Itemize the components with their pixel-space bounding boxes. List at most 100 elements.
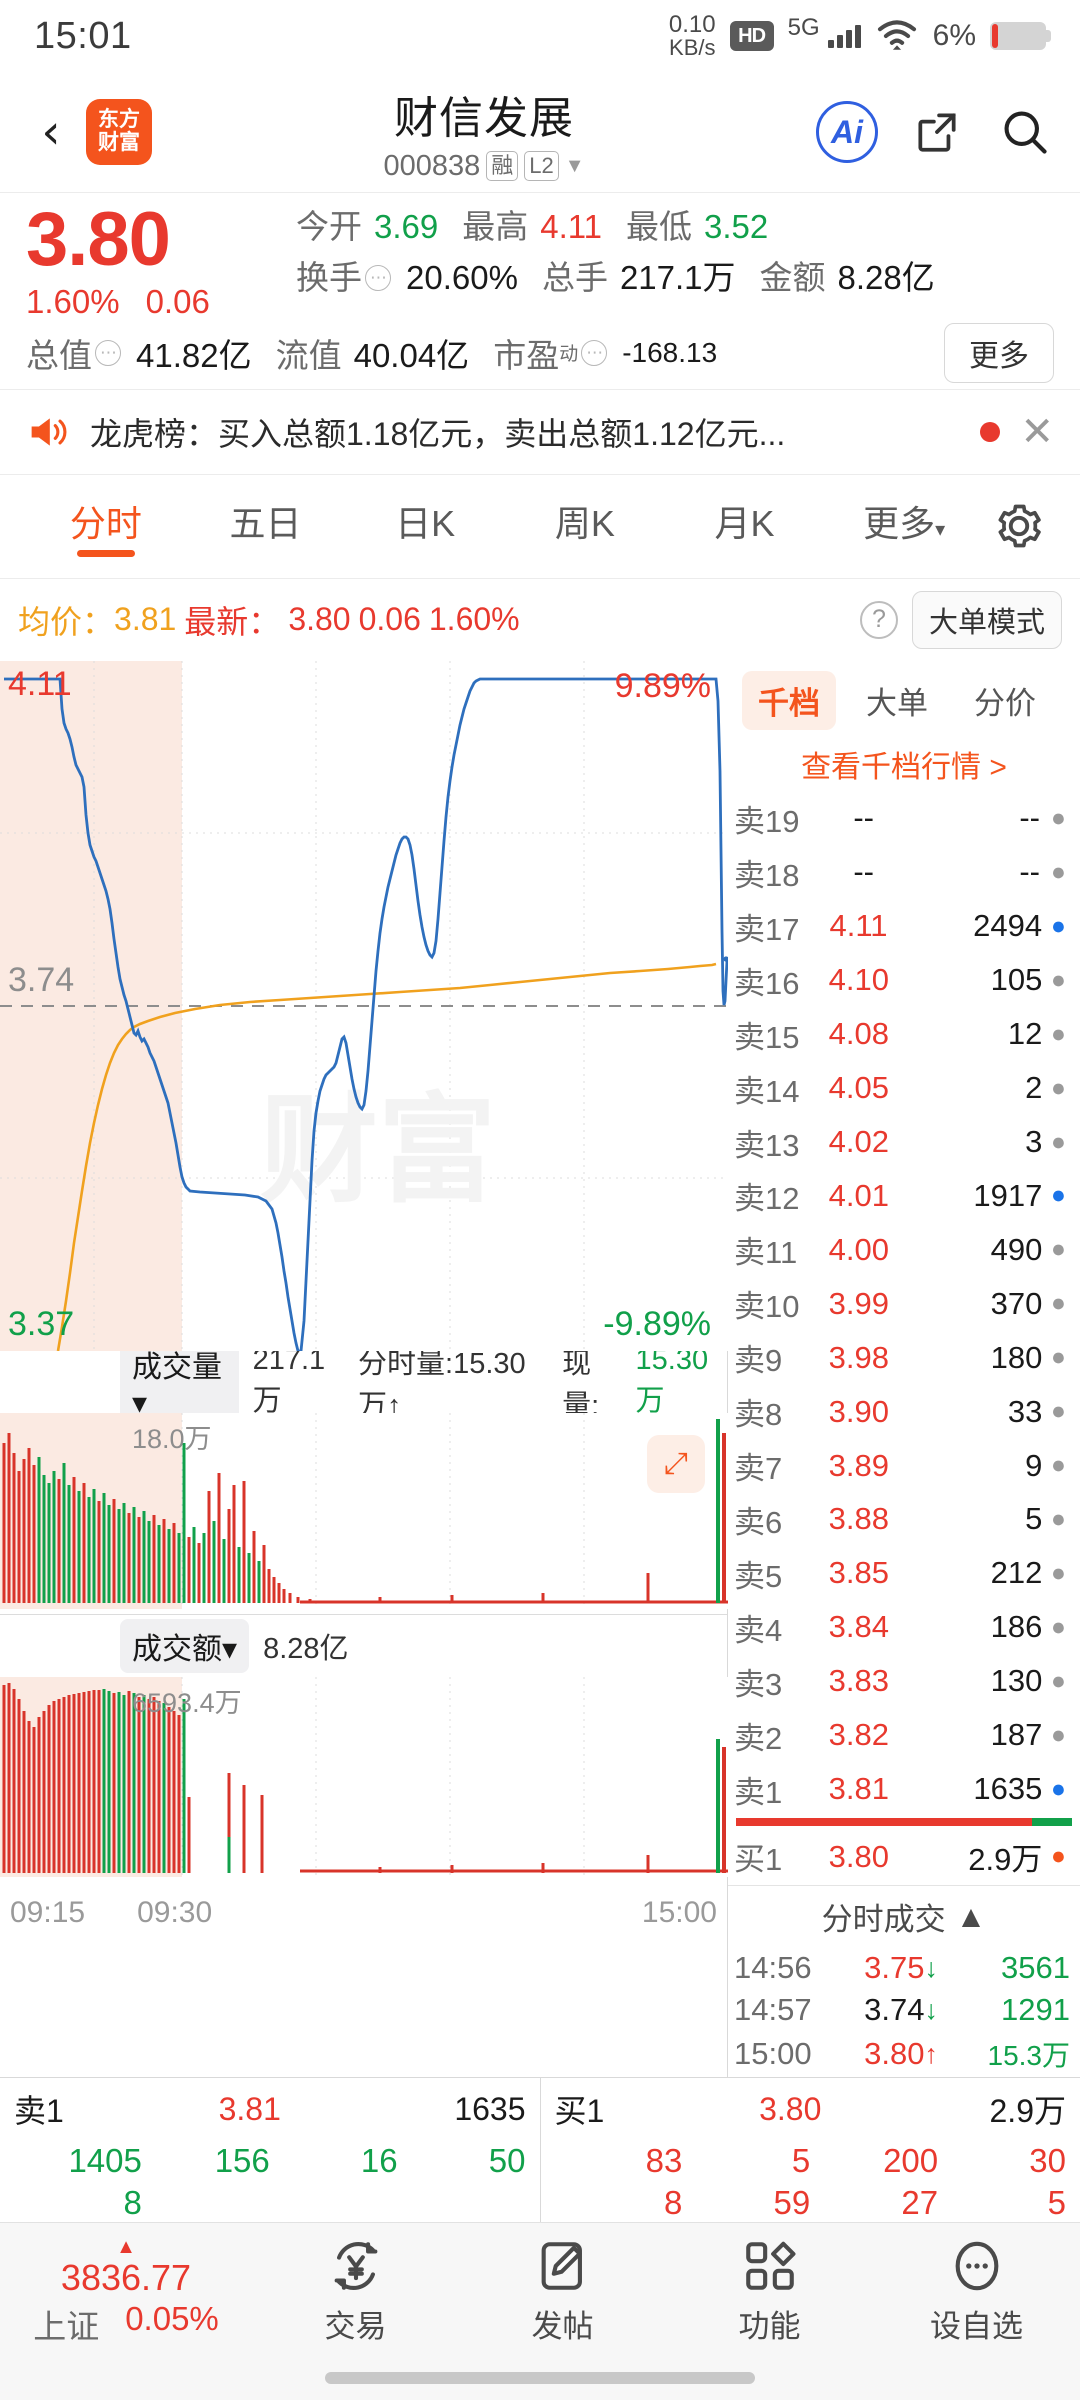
ask-marker-icon: ● — [1050, 965, 1066, 994]
table-row[interactable]: 卖5 3.85 212 ● — [728, 1546, 1080, 1600]
bid-price: 3.80 — [828, 1838, 889, 1874]
tab-more[interactable]: 更多▾ — [824, 495, 984, 557]
info-icon[interactable]: ⋯ — [365, 264, 391, 291]
close-icon[interactable]: ✕ — [1020, 409, 1054, 454]
table-row[interactable]: 卖12 4.01 1917 ● — [728, 1169, 1080, 1223]
mktcap-label: 总值 — [26, 336, 92, 374]
deal-direction-icon: ↑ — [924, 2038, 939, 2069]
table-row[interactable]: 卖19 -- -- ● — [728, 792, 1080, 846]
table-row[interactable]: 卖2 3.82 187 ● — [728, 1708, 1080, 1762]
ai-icon[interactable]: Ai — [816, 101, 878, 163]
ask-qty: 3 — [1025, 1124, 1043, 1159]
tab-month-k[interactable]: 月K — [714, 503, 775, 545]
ask-marker-icon: ● — [1050, 803, 1066, 832]
table-row[interactable]: 卖14 4.05 2 ● — [728, 1061, 1080, 1115]
deals-header[interactable]: 分时成交 ▲ — [728, 1886, 1080, 1947]
latest-value: 3.80 — [288, 601, 351, 638]
ask-marker-icon: ● — [1050, 1235, 1066, 1264]
table-row[interactable]: 买1 3.80 2.9万 ● — [728, 1828, 1080, 1886]
table-row[interactable]: 卖7 3.89 9 ● — [728, 1439, 1080, 1493]
list-item[interactable]: 14:57 3.74 ↓ 1291 — [728, 1989, 1080, 2031]
ask-price: 3.83 — [828, 1663, 889, 1699]
search-icon[interactable] — [996, 103, 1054, 161]
nav-label: 发帖 — [531, 2309, 594, 2344]
tab-day-k[interactable]: 日K — [395, 503, 456, 545]
amount-selector[interactable]: 成交额▾ — [120, 1618, 250, 1673]
quote-panel: 3.80 1.60% 0.06 今开 3.69 最高 4.11 最低 3.52 … — [0, 192, 1080, 389]
index-summary[interactable]: ▲ 3836.77 上证 0.05% — [0, 2237, 252, 2348]
nav-watchlist[interactable]: 设自选 — [873, 2237, 1080, 2346]
table-row[interactable]: 卖1 3.81 1635 ● — [728, 1762, 1080, 1816]
table-row[interactable]: 卖17 4.11 2494 ● — [728, 899, 1080, 953]
table-row[interactable]: 卖3 3.83 130 ● — [728, 1654, 1080, 1708]
ask-marker-icon: ● — [1050, 1343, 1066, 1372]
table-row[interactable]: 卖9 3.98 180 ● — [728, 1331, 1080, 1385]
tab-dadan[interactable]: 大单 — [866, 685, 928, 721]
ask-price: -- — [853, 854, 874, 890]
mktcap-value: 41.82亿 — [136, 336, 252, 374]
tab-fenjia[interactable]: 分价 — [974, 685, 1036, 721]
eastmoney-logo-icon[interactable]: 东方 财富 — [86, 99, 152, 165]
list-item[interactable]: 15:00 3.80 ↑ 15.3万 — [728, 2031, 1080, 2077]
intraday-chart[interactable]: 财富 4.11 9.89% 3.74 3.37 -9.89% — [0, 660, 728, 1351]
table-row[interactable]: 卖8 3.90 33 ● — [728, 1385, 1080, 1439]
nav-function[interactable]: 功能 — [666, 2237, 873, 2346]
share-icon[interactable] — [908, 103, 966, 161]
chart-column: 财富 4.11 9.89% 3.74 3.37 -9.89% 成交量▾ 217.… — [0, 660, 728, 2077]
open-label: 今开 — [296, 208, 362, 245]
nav-trade[interactable]: 交易 — [252, 2237, 459, 2346]
ask-detail — [142, 2184, 270, 2222]
ask-qty: 1917 — [973, 1177, 1043, 1213]
table-row[interactable]: 卖6 3.88 5 ● — [728, 1493, 1080, 1547]
ask-detail: 50 — [488, 2142, 526, 2179]
volume-chart[interactable]: 18.0万 ⤢ — [0, 1412, 728, 1615]
latest-change: 0.06 — [358, 601, 421, 638]
table-row[interactable]: 卖4 3.84 186 ● — [728, 1600, 1080, 1654]
gear-icon[interactable] — [984, 500, 1054, 552]
ask-price: 3.85 — [828, 1555, 889, 1591]
table-row[interactable]: 卖11 4.00 490 ● — [728, 1223, 1080, 1277]
table-row[interactable]: 卖18 -- -- ● — [728, 845, 1080, 899]
list-item[interactable]: 14:56 3.75 ↓ 3561 — [728, 1947, 1080, 1989]
notice-banner[interactable]: 龙虎榜：买入总额1.18亿元，卖出总额1.12亿元... ✕ — [0, 388, 1080, 475]
ask-qty: 12 — [1007, 1016, 1043, 1052]
ask-qty: 490 — [990, 1231, 1043, 1267]
chevron-down-icon[interactable]: ▼ — [564, 154, 585, 177]
low-label: 最低 — [626, 208, 693, 245]
bid-detail: 5 — [791, 2142, 811, 2179]
header-title-group[interactable]: 财信发展 000838 融 L2 ▼ — [152, 82, 816, 183]
question-icon[interactable]: ? — [859, 600, 898, 639]
expand-icon[interactable]: ⤢ — [647, 1434, 705, 1493]
table-row[interactable]: 卖10 3.99 370 ● — [728, 1277, 1080, 1331]
ask-price: -- — [853, 800, 874, 836]
nav-post[interactable]: 发帖 — [459, 2237, 666, 2346]
info-icon[interactable]: ⋯ — [95, 339, 121, 366]
tab-five-day[interactable]: 五日 — [229, 503, 302, 545]
view-full-depth-link[interactable]: 查看千档行情 > — [801, 750, 1007, 784]
table-row[interactable]: 卖16 4.10 105 ● — [728, 953, 1080, 1007]
table-row[interactable]: 卖13 4.02 3 ● — [728, 1115, 1080, 1169]
chevron-down-icon: ▾ — [132, 1387, 148, 1421]
large-order-mode-button[interactable]: 大单模式 — [911, 590, 1062, 649]
ask-price: 3.89 — [828, 1447, 889, 1483]
deal-direction-icon: ↓ — [924, 1994, 939, 2025]
info-icon[interactable]: ⋯ — [581, 339, 608, 366]
stock-code-row[interactable]: 000838 融 L2 ▼ — [383, 150, 584, 183]
bid-column[interactable]: 买1 3.80 2.9万 83 5 200 30 8 59 27 5 — [541, 2078, 1080, 2222]
ask-label: 卖18 — [734, 857, 800, 893]
ask-column[interactable]: 卖1 3.81 1635 1405 156 16 50 8 — [0, 2078, 541, 2222]
tab-fenshi[interactable]: 分时 — [26, 495, 186, 557]
ask-price: 3.90 — [828, 1393, 889, 1429]
chart-high-label: 4.11 — [8, 664, 72, 703]
table-row[interactable]: 卖15 4.08 12 ● — [728, 1007, 1080, 1061]
more-button[interactable]: 更多 — [944, 322, 1054, 383]
tab-week-k[interactable]: 周K — [554, 503, 615, 545]
deal-price: 3.80 — [864, 2036, 925, 2071]
volume-scale-label: 18.0万 — [132, 1423, 212, 1454]
amount-chart[interactable]: 6593.4万 — [0, 1676, 728, 1882]
tab-qiandang[interactable]: 千档 — [742, 670, 836, 730]
back-button[interactable]: ‹ — [41, 104, 61, 160]
volume-selector[interactable]: 成交量▾ — [120, 1337, 239, 1427]
ask-label: 卖19 — [734, 803, 800, 839]
